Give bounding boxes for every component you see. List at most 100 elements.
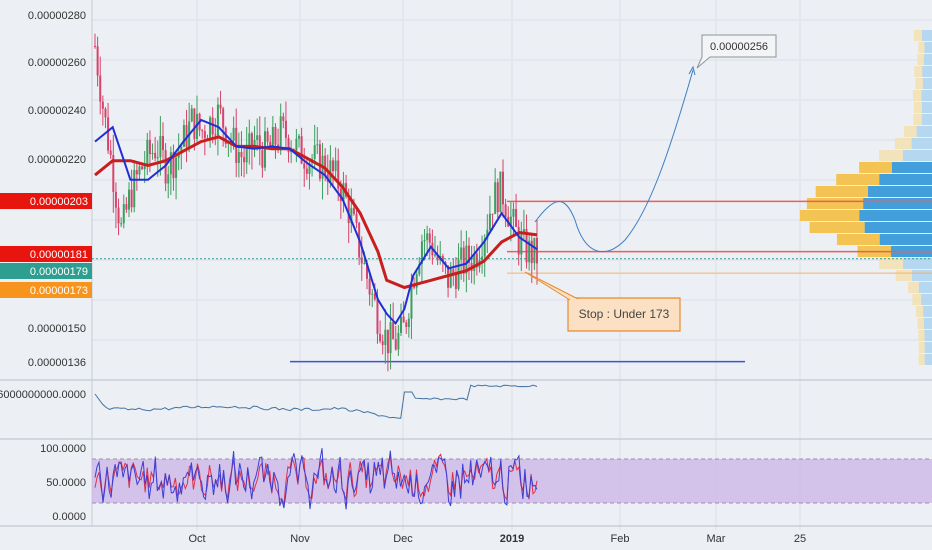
candle-body [473,253,476,271]
candle-body [318,144,321,179]
projection-arrowhead [688,65,696,76]
volume-profile-bar-up [918,42,925,53]
y-tick-150: 0.00000150 [28,323,86,335]
candle-body [355,213,358,223]
volume-profile-bar-up [918,330,925,341]
candle-body [436,254,439,261]
candle-body [138,166,141,175]
volume-profile-bar-down [891,162,932,173]
candle-body [243,157,246,163]
candle-body [512,208,515,217]
volume-profile-bar-up [806,198,864,209]
candle-body [329,160,332,182]
x-tick-feb: Feb [611,533,630,545]
candle-body [420,241,423,265]
candle-body [339,188,342,202]
candle-body [287,138,290,153]
volume-profile-bar-down [923,306,932,317]
candle-body [486,229,489,240]
candle-body [337,160,340,189]
candle-body [156,157,159,159]
volume-series-line [94,384,538,419]
volume-profile-bar-down [922,78,932,89]
stop-callout-label: Stop : Under 173 [579,307,670,321]
candle-body [266,131,269,142]
candle-body [162,136,164,151]
candle-body [324,155,327,175]
volume-profile-bar-down [921,90,932,101]
volume-profile-bar-down [921,114,932,125]
volume-pane: 6000000000.0000 [0,384,538,419]
candle-body [468,245,470,263]
candle-body [397,332,400,350]
candle-body [402,316,405,323]
projection-path [534,69,694,253]
candle-body [253,139,256,149]
candle-body [240,152,243,158]
target-callout: 0.00000256 [696,34,777,69]
candle-body [350,208,353,224]
y-tick-136: 0.00000136 [28,357,86,369]
candle-body [201,130,204,132]
candle-body [274,127,277,145]
volume-profile-bar-up [918,354,925,365]
volume-profile-bar-up [836,234,880,245]
candle-body [125,204,128,210]
candle-body [407,318,410,328]
volume-profile-bar-down [879,234,932,245]
candle-body [117,207,120,224]
badge-179-label: 0.00000179 [30,266,88,278]
candle-body [496,182,499,213]
candle-body [216,104,219,136]
candle-body [502,171,504,205]
candle-body [175,157,178,179]
candle-body [151,152,154,155]
candle-body [261,149,264,168]
price-axis: 0.00000280 0.00000260 0.00000240 0.00000… [28,10,86,369]
candle-body [130,189,133,208]
candle-body [379,333,382,342]
candle-body [159,136,162,158]
candle-body [515,208,518,227]
volume-profile-bar-down [921,294,932,305]
candle-body [135,170,138,175]
volume-profile-bar-down [868,186,932,197]
volume-profile-bar-down [922,66,932,77]
osc-y-tick-50: 50.0000 [46,477,86,489]
candle-body [488,213,491,230]
volume-profile-bar-down [918,282,932,293]
volume-profile-bar-up [895,270,913,281]
osc-y-tick-100: 100.0000 [40,443,86,455]
candle-body [284,120,287,139]
candle-body [509,216,512,227]
candle-body [316,144,319,146]
volume-profile-bar-up [809,222,865,233]
volume-profile-bar-down [863,198,932,209]
candle-body [415,274,418,288]
candle-body [269,141,272,147]
volume-profile-bar-up [912,90,922,101]
candle-body [481,256,484,261]
volume-profile-bar-down [916,126,932,137]
candle-body [494,182,497,214]
candle-body [237,152,240,163]
x-tick-2019: 2019 [500,533,524,545]
volume-profile-bar-down [902,150,932,161]
volume-profile-bar-up [912,294,922,305]
candle-body [491,213,494,215]
candle-body [386,329,389,354]
volume-profile-bar-down [912,270,932,281]
volume-profile-bar-down [911,138,932,149]
volume-profile-bar-down [924,354,932,365]
candle-body [94,45,96,47]
x-tick-dec: Dec [393,533,413,545]
volume-profile-bar-up [913,114,922,125]
candle-body [256,135,259,140]
candle-body [313,145,316,159]
candle-body [300,136,303,164]
candle-body [277,144,280,147]
y-tick-280: 0.00000280 [28,10,86,22]
candle-body [376,299,379,334]
candle-body [190,108,193,122]
